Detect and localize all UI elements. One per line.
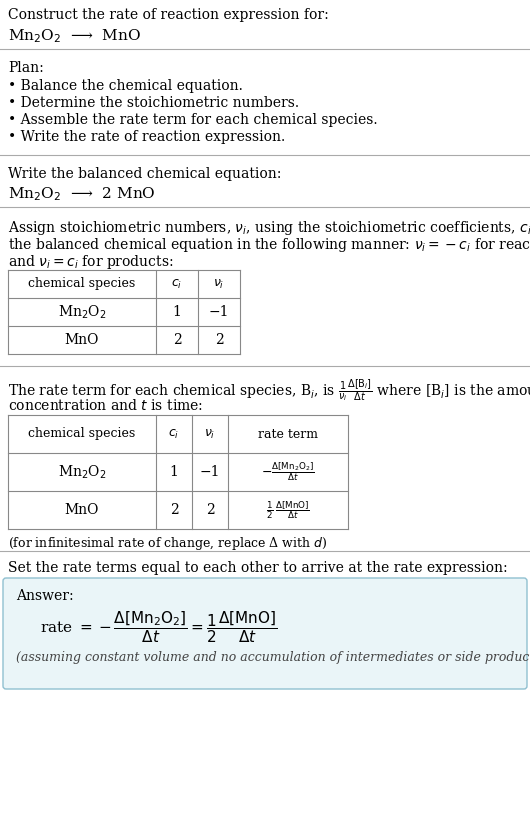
Text: Assign stoichiometric numbers, $\nu_i$, using the stoichiometric coefficients, $: Assign stoichiometric numbers, $\nu_i$, … (8, 219, 530, 237)
Text: the balanced chemical equation in the following manner: $\nu_i = -c_i$ for react: the balanced chemical equation in the fo… (8, 236, 530, 254)
Text: $\nu_i$: $\nu_i$ (213, 277, 225, 291)
Text: Mn$_2$O$_2$  ⟶  2 MnO: Mn$_2$O$_2$ ⟶ 2 MnO (8, 185, 156, 203)
Text: Set the rate terms equal to each other to arrive at the rate expression:: Set the rate terms equal to each other t… (8, 561, 508, 575)
Text: MnO: MnO (65, 503, 99, 517)
Text: (for infinitesimal rate of change, replace Δ with $d$): (for infinitesimal rate of change, repla… (8, 535, 328, 552)
Text: MnO: MnO (65, 333, 99, 347)
Text: $\nu_i$: $\nu_i$ (204, 427, 216, 441)
Text: 1: 1 (170, 465, 179, 479)
Text: $c_i$: $c_i$ (171, 277, 183, 291)
Text: concentration and $t$ is time:: concentration and $t$ is time: (8, 398, 203, 413)
Text: Mn$_2$O$_2$: Mn$_2$O$_2$ (58, 303, 107, 321)
Text: chemical species: chemical species (29, 277, 136, 291)
Text: • Determine the stoichiometric numbers.: • Determine the stoichiometric numbers. (8, 96, 299, 110)
Text: The rate term for each chemical species, B$_i$, is $\frac{1}{\nu_i}\frac{\Delta[: The rate term for each chemical species,… (8, 378, 530, 404)
Text: Write the balanced chemical equation:: Write the balanced chemical equation: (8, 167, 281, 181)
Text: 2: 2 (170, 503, 179, 517)
Text: −1: −1 (209, 305, 229, 319)
Text: 2: 2 (215, 333, 223, 347)
Text: Answer:: Answer: (16, 589, 74, 603)
Text: $c_i$: $c_i$ (169, 427, 180, 441)
Text: rate $= -\dfrac{\Delta[\mathrm{Mn_2O_2}]}{\Delta t} = \dfrac{1}{2}\dfrac{\Delta[: rate $= -\dfrac{\Delta[\mathrm{Mn_2O_2}]… (40, 609, 277, 645)
Text: Mn$_2$O$_2$: Mn$_2$O$_2$ (58, 463, 107, 481)
Text: and $\nu_i = c_i$ for products:: and $\nu_i = c_i$ for products: (8, 253, 173, 271)
Text: chemical species: chemical species (29, 427, 136, 441)
Text: • Balance the chemical equation.: • Balance the chemical equation. (8, 79, 243, 93)
Text: Construct the rate of reaction expression for:: Construct the rate of reaction expressio… (8, 8, 329, 22)
Text: 2: 2 (173, 333, 181, 347)
Text: Mn$_2$O$_2$  ⟶  MnO: Mn$_2$O$_2$ ⟶ MnO (8, 27, 141, 44)
Text: 1: 1 (173, 305, 181, 319)
Text: • Write the rate of reaction expression.: • Write the rate of reaction expression. (8, 130, 285, 144)
Text: 2: 2 (206, 503, 214, 517)
Text: −1: −1 (200, 465, 220, 479)
Text: $-\frac{\Delta[\mathrm{Mn_2O_2}]}{\Delta t}$: $-\frac{\Delta[\mathrm{Mn_2O_2}]}{\Delta… (261, 461, 315, 484)
Text: Plan:: Plan: (8, 61, 44, 75)
Text: rate term: rate term (258, 427, 318, 441)
Text: • Assemble the rate term for each chemical species.: • Assemble the rate term for each chemic… (8, 113, 377, 127)
Text: $\frac{1}{2}\,\frac{\Delta[\mathrm{MnO}]}{\Delta t}$: $\frac{1}{2}\,\frac{\Delta[\mathrm{MnO}]… (266, 499, 310, 521)
FancyBboxPatch shape (3, 578, 527, 689)
Text: (assuming constant volume and no accumulation of intermediates or side products): (assuming constant volume and no accumul… (16, 651, 530, 664)
